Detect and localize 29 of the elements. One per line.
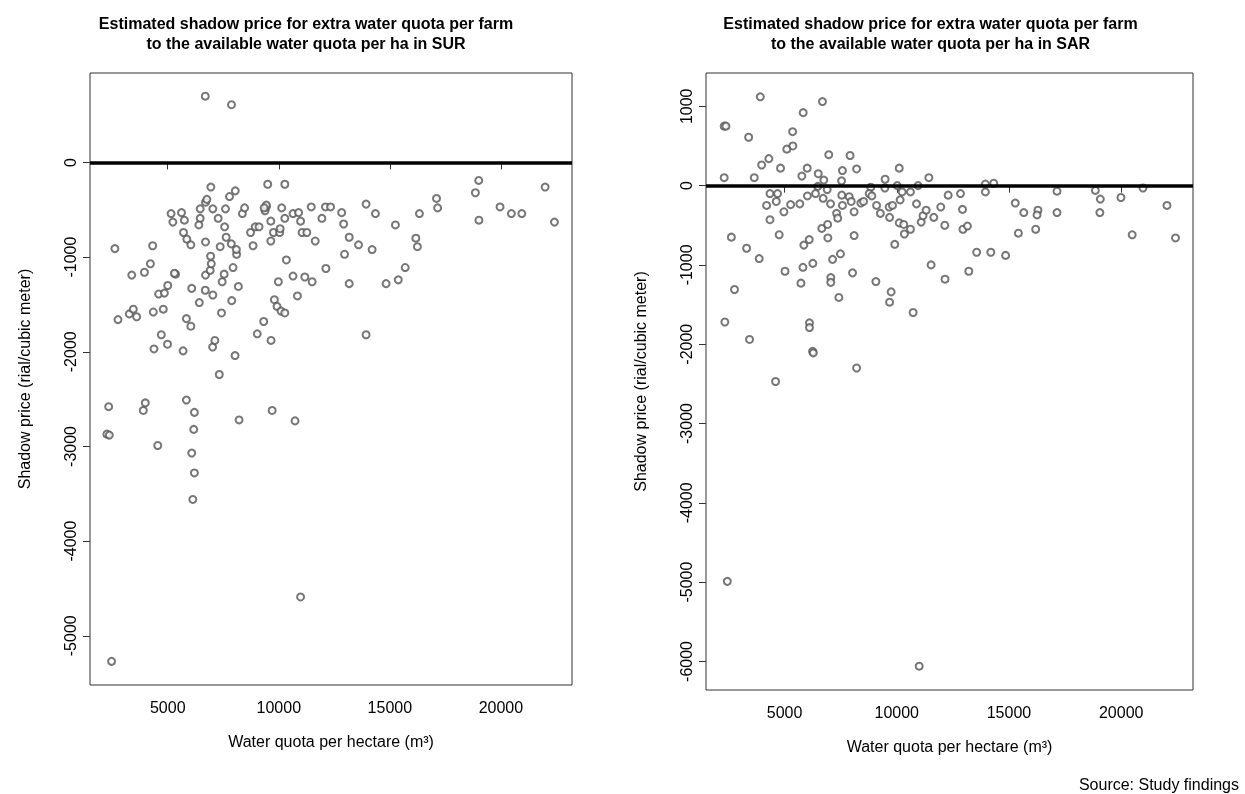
y-tick-label: -3000 <box>61 425 79 467</box>
y-tick-label: -1000 <box>677 244 695 286</box>
y-tick-label: 1000 <box>677 88 695 125</box>
y-tick-label: -4000 <box>677 482 695 524</box>
y-tick-label: -2000 <box>677 323 695 365</box>
x-axis-title: Water quota per hectare (m³) <box>228 732 434 750</box>
source-note: Source: Study findings <box>1078 775 1239 793</box>
y-tick-label: -5000 <box>61 615 79 657</box>
x-tick-label: 20000 <box>478 698 524 716</box>
chart-title: Estimated shadow price for extra water quota per farm to the available water quota per ha in SAR <box>723 14 1138 52</box>
x-tick-label: 15000 <box>986 703 1032 721</box>
y-tick-label: -6000 <box>677 640 695 682</box>
y-axis-title: Shadow price (rial/cubic meter) <box>631 271 649 492</box>
y-tick-label: -1000 <box>61 236 79 278</box>
x-tick-label: 20000 <box>1098 703 1144 721</box>
y-tick-label: 0 <box>677 181 695 191</box>
x-tick-label: 15000 <box>367 698 413 716</box>
y-tick-label: 0 <box>61 157 79 167</box>
x-tick-label: 10000 <box>256 698 302 716</box>
y-axis-title: Shadow price (rial/cubic meter) <box>15 268 33 490</box>
y-tick-label: -5000 <box>677 561 695 603</box>
y-tick-label: -4000 <box>61 520 79 562</box>
x-tick-label: 10000 <box>874 703 920 721</box>
x-tick-label: 5000 <box>149 698 186 716</box>
x-axis-title: Water quota per hectare (m³) <box>846 737 1053 755</box>
chart-title: Estimated shadow price for extra water quota per farm to the available water quota per ha in SUR <box>98 14 514 52</box>
x-tick-label: 5000 <box>766 703 803 721</box>
y-tick-label: -3000 <box>677 402 695 444</box>
y-tick-label: -2000 <box>61 331 79 373</box>
